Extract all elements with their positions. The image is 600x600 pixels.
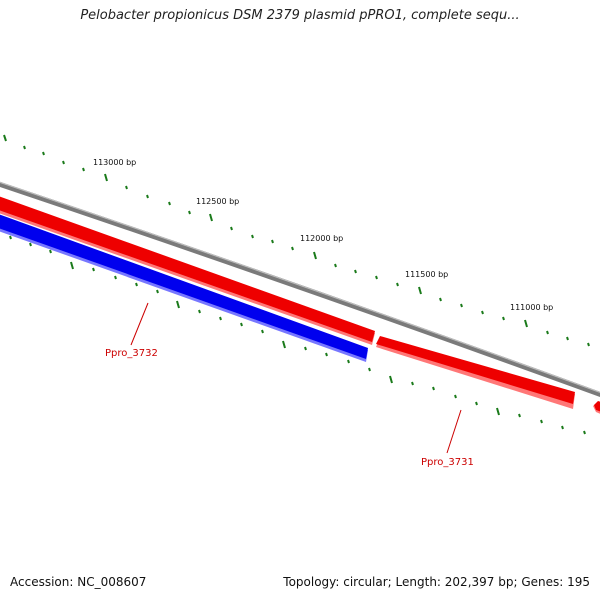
gene-fragment-right[interactable] — [593, 401, 600, 416]
bp-tick-label: 111500 bp — [405, 270, 448, 279]
gene-ppro-3731-forward[interactable] — [376, 336, 575, 409]
genome-backbone — [0, 181, 600, 398]
accession-label: Accession: NC_008607 — [10, 575, 147, 589]
gene-label-ppro-3732[interactable]: Ppro_3732 — [105, 348, 158, 359]
outer-tick-row — [3, 134, 590, 347]
bp-tick-label: 112500 bp — [196, 197, 239, 206]
gene-label-ppro-3731[interactable]: Ppro_3731 — [421, 457, 474, 468]
gene-reverse-blue[interactable] — [0, 211, 368, 362]
gene-label-leader — [446, 409, 462, 454]
gene-ppro-3732-forward[interactable] — [0, 193, 375, 345]
bp-tick-label: 111000 bp — [510, 303, 553, 312]
bp-tick-label: 113000 bp — [93, 158, 136, 167]
gene-label-leader — [130, 302, 149, 346]
inner-tick-row — [9, 235, 586, 435]
bp-tick-label: 112000 bp — [300, 234, 343, 243]
page-title: Pelobacter propionicus DSM 2379 plasmid … — [80, 8, 520, 23]
genome-summary: Topology: circular; Length: 202,397 bp; … — [283, 575, 590, 589]
genome-backbone-highlight — [0, 181, 600, 393]
